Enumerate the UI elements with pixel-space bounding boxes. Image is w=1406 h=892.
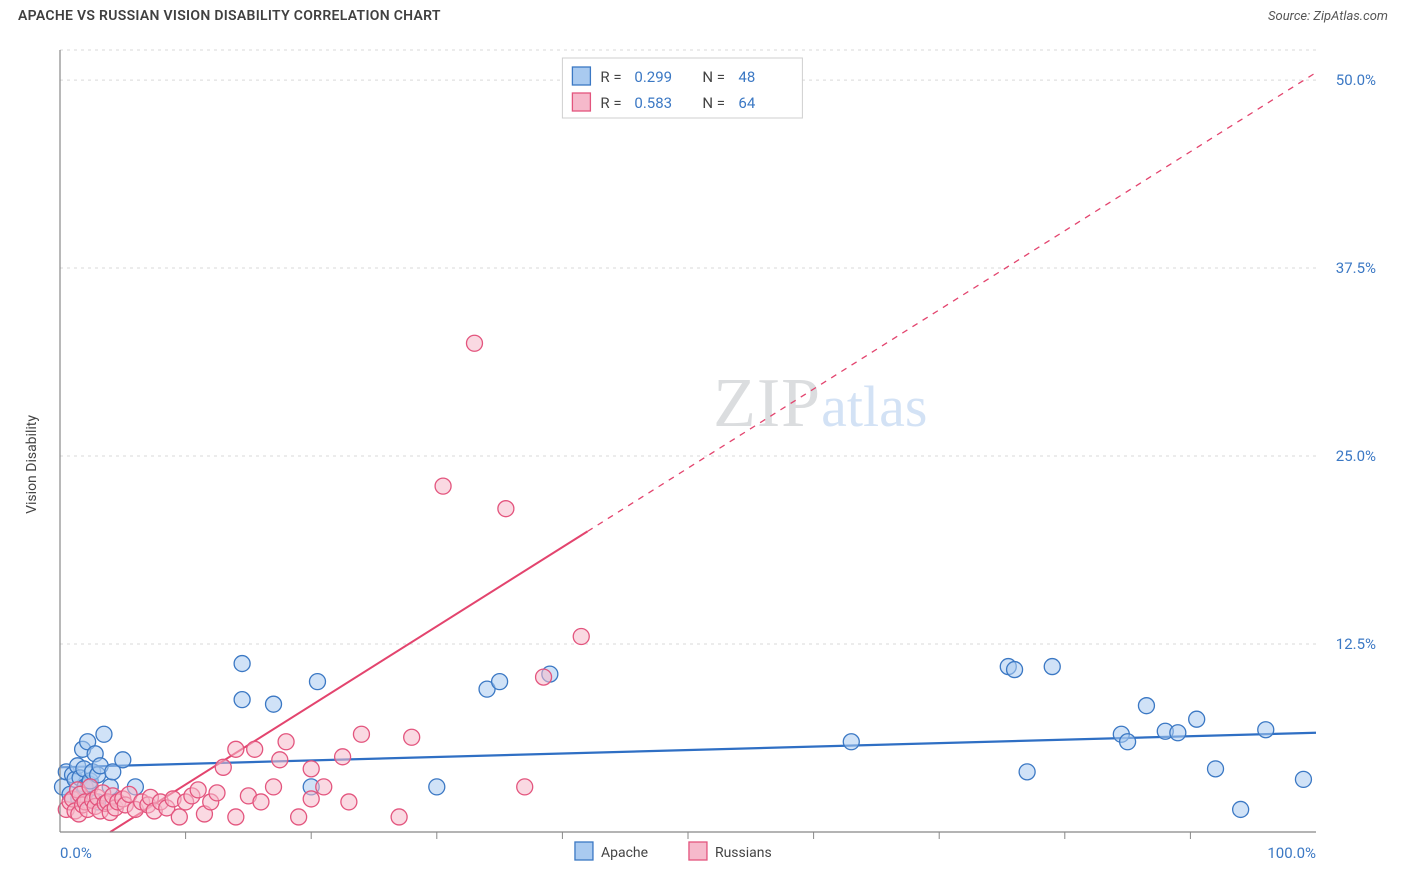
data-point bbox=[234, 656, 250, 672]
data-point bbox=[96, 726, 112, 742]
data-point bbox=[1007, 662, 1023, 678]
data-point bbox=[391, 809, 407, 825]
legend-r-value: 0.299 bbox=[634, 68, 672, 86]
y-tick-label: 50.0% bbox=[1336, 71, 1376, 89]
data-point bbox=[1295, 771, 1311, 787]
chart-container: ZIPatlas 0.0% 100.0% 12.5% 25.0% 37.5% 50.0% Vi… bbox=[18, 40, 1388, 880]
data-point bbox=[335, 749, 351, 765]
data-point bbox=[171, 809, 187, 825]
y-tick-label: 37.5% bbox=[1336, 259, 1376, 277]
data-point bbox=[1170, 725, 1186, 741]
data-point bbox=[247, 741, 263, 757]
data-point bbox=[266, 779, 282, 795]
data-point bbox=[1138, 698, 1154, 714]
data-point bbox=[1189, 711, 1205, 727]
data-point bbox=[209, 785, 225, 801]
y-tick-label: 12.5% bbox=[1336, 635, 1376, 653]
legend-series-label: Apache bbox=[601, 845, 648, 861]
legend-n-value: 64 bbox=[738, 94, 755, 112]
data-point bbox=[228, 809, 244, 825]
data-point bbox=[1258, 722, 1274, 738]
data-point bbox=[1044, 659, 1060, 675]
data-point bbox=[253, 794, 269, 810]
x-tick-label: 0.0% bbox=[60, 844, 92, 862]
legend-stats-box bbox=[562, 58, 802, 118]
data-point bbox=[278, 734, 294, 750]
trend-line bbox=[110, 531, 587, 832]
data-point bbox=[1019, 764, 1035, 780]
x-tick-label: 100.0% bbox=[1267, 844, 1316, 862]
data-point bbox=[435, 478, 451, 494]
data-point bbox=[498, 501, 514, 517]
legend-r-value: 0.583 bbox=[634, 94, 672, 112]
data-point bbox=[266, 696, 282, 712]
legend-swatch bbox=[572, 93, 590, 111]
data-point bbox=[353, 726, 369, 742]
legend-swatch bbox=[572, 67, 590, 85]
legend-r-label: R = bbox=[600, 94, 621, 112]
data-point bbox=[466, 335, 482, 351]
data-point bbox=[843, 734, 859, 750]
legend-series-label: Russians bbox=[715, 845, 772, 861]
chart-source: Source: ZipAtlas.com bbox=[1268, 9, 1388, 24]
data-point bbox=[303, 761, 319, 777]
data-point bbox=[316, 779, 332, 795]
data-point bbox=[1120, 734, 1136, 750]
data-point bbox=[115, 752, 131, 768]
data-point bbox=[492, 674, 508, 690]
legend-n-label: N = bbox=[702, 68, 725, 86]
scatter-chart: ZIPatlas 0.0% 100.0% 12.5% 25.0% 37.5% 50.0% Vi… bbox=[18, 40, 1388, 880]
data-point bbox=[291, 809, 307, 825]
watermark: ZIPatlas bbox=[713, 365, 927, 442]
y-axis-label: Vision Disability bbox=[24, 415, 40, 514]
data-point bbox=[573, 629, 589, 645]
legend-swatch bbox=[575, 842, 593, 860]
data-point bbox=[404, 729, 420, 745]
data-point bbox=[309, 674, 325, 690]
data-point bbox=[429, 779, 445, 795]
data-point bbox=[341, 794, 357, 810]
y-tick-label: 25.0% bbox=[1336, 447, 1376, 465]
data-point bbox=[536, 669, 552, 685]
legend-n-value: 48 bbox=[738, 68, 755, 86]
data-point bbox=[190, 782, 206, 798]
legend-n-label: N = bbox=[702, 94, 725, 112]
data-point bbox=[215, 759, 231, 775]
data-point bbox=[1208, 761, 1224, 777]
data-point bbox=[1233, 801, 1249, 817]
data-point bbox=[272, 752, 288, 768]
chart-title: APACHE VS RUSSIAN VISION DISABILITY CORR… bbox=[18, 8, 441, 24]
chart-header: APACHE VS RUSSIAN VISION DISABILITY CORR… bbox=[0, 0, 1406, 30]
data-point bbox=[517, 779, 533, 795]
legend-r-label: R = bbox=[600, 68, 621, 86]
data-point bbox=[303, 791, 319, 807]
data-point bbox=[228, 741, 244, 757]
legend-swatch bbox=[689, 842, 707, 860]
data-point bbox=[234, 692, 250, 708]
trend-line-dashed bbox=[588, 73, 1316, 532]
